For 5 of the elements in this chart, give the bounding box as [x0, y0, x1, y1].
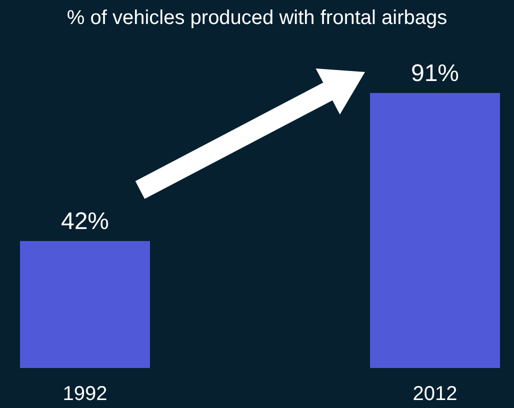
data-label: 42% [60, 208, 110, 236]
data-label: 91% [410, 60, 460, 87]
x-tick-label: 2012 [412, 383, 458, 405]
x-tick-label: 1992 [62, 383, 108, 405]
chart-title: % of vehicles produced with frontal airbags [66, 7, 448, 29]
